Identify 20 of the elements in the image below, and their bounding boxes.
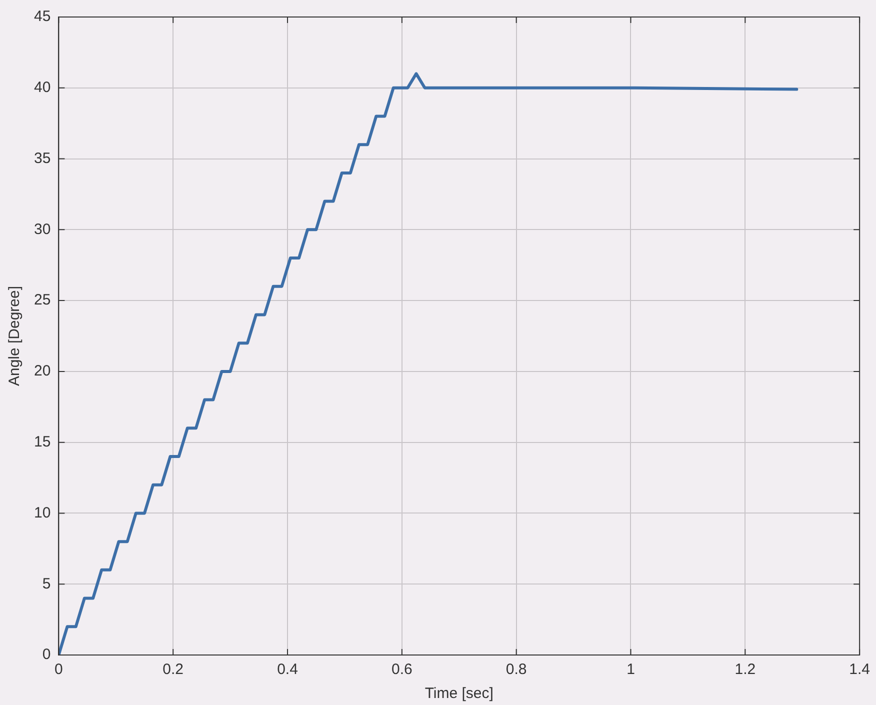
x-tick-label: 0.4 [277, 661, 298, 678]
y-tick-label: 10 [34, 504, 51, 522]
x-tick-label: 0.8 [506, 661, 527, 678]
x-tick-label: 1 [626, 661, 635, 678]
x-tick-label: 0.6 [391, 661, 412, 678]
y-tick-label: 20 [34, 362, 51, 380]
y-tick-label: 35 [34, 150, 51, 167]
y-tick-label: 15 [34, 433, 51, 450]
y-tick-label: 25 [34, 292, 51, 309]
y-axis-title: Angle [Degree] [6, 286, 24, 386]
y-tick-label: 5 [42, 575, 51, 592]
y-tick-label: 0 [42, 646, 51, 664]
y-tick-label: 40 [34, 79, 51, 96]
y-tick-label: 45 [34, 8, 51, 26]
x-axis-title: Time [sec] [424, 685, 494, 702]
y-tick-label: 30 [34, 220, 51, 238]
x-tick-label: 0 [54, 661, 63, 678]
x-tick-label: 1.4 [849, 661, 870, 678]
x-tick-label: 0.2 [162, 661, 184, 678]
x-tick-label: 1.2 [734, 661, 756, 678]
